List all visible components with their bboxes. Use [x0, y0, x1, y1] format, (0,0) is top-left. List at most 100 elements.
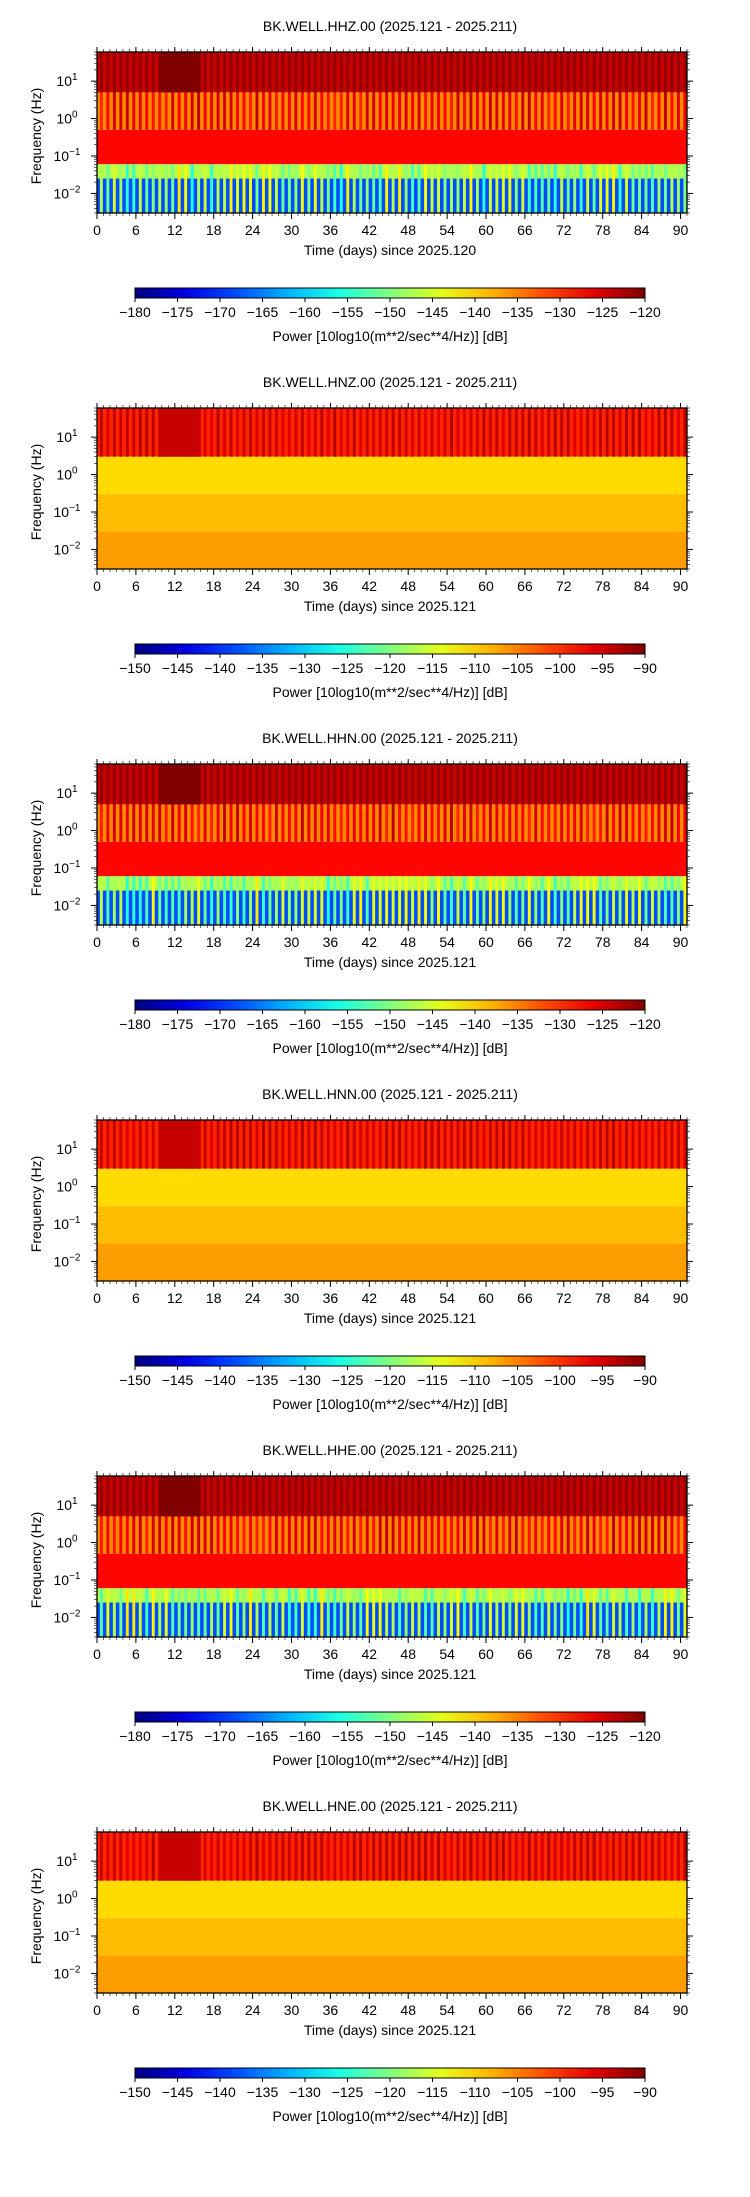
x-tick-label: 42 — [362, 2002, 378, 2018]
stripe — [255, 408, 259, 457]
stripe — [612, 164, 616, 213]
stripe — [534, 1516, 538, 1554]
stripe — [242, 1832, 246, 1881]
power-band — [97, 129, 687, 165]
stripe — [132, 92, 136, 130]
stripe — [488, 1588, 492, 1637]
stripe — [495, 804, 499, 842]
stripe — [281, 1588, 285, 1637]
stripe — [242, 1516, 246, 1554]
stripe — [242, 764, 246, 805]
stripe — [631, 764, 635, 805]
stripe — [99, 1476, 103, 1517]
stripe — [132, 1588, 136, 1637]
stripe — [287, 1832, 291, 1881]
stripe — [184, 1516, 188, 1554]
stripe — [644, 52, 648, 93]
y-tick-label: 101 — [56, 784, 78, 801]
stripe — [521, 1120, 525, 1169]
stripe — [508, 164, 512, 213]
spectrogram-chart: 0 6 12 18 24 30 36 42 48 54 60 66 72 78 84 90 101 100 10−1… — [54, 1471, 693, 1744]
stripe — [372, 1588, 376, 1637]
stripe — [145, 408, 149, 457]
stripe — [268, 1516, 272, 1554]
x-tick-label: 84 — [634, 934, 650, 950]
stripe — [216, 1516, 220, 1554]
stripe — [521, 804, 525, 842]
stripe — [404, 52, 408, 93]
stripe — [631, 1476, 635, 1517]
stripe — [99, 1832, 103, 1881]
stripe — [307, 92, 311, 130]
stripe — [132, 52, 136, 93]
stripe — [605, 1588, 609, 1637]
stripe — [411, 1516, 415, 1554]
colorbar-tick-label: −160 — [289, 1728, 321, 1744]
stripe — [262, 876, 265, 925]
x-tick-label: 66 — [517, 222, 533, 238]
stripe — [372, 804, 376, 842]
stripe — [398, 92, 402, 130]
stripe — [333, 1832, 337, 1881]
stripe — [281, 92, 285, 130]
x-tick-label: 30 — [284, 2002, 300, 2018]
stripe — [385, 1120, 389, 1169]
stripe — [125, 1516, 129, 1554]
stripe — [372, 876, 376, 925]
stripe — [326, 764, 330, 805]
colorbar-tick-label: −135 — [247, 660, 279, 676]
power-band — [97, 531, 687, 569]
stripe — [151, 1476, 155, 1517]
stripe — [417, 1120, 421, 1169]
stripe — [488, 764, 492, 805]
stripe — [618, 408, 622, 457]
stripe — [683, 52, 687, 93]
y-tick-label: 10−2 — [54, 1252, 81, 1269]
plot-frame — [96, 407, 688, 570]
quiet-period — [158, 408, 201, 457]
stripe — [553, 876, 557, 925]
stripe — [359, 1120, 363, 1169]
stripe — [112, 52, 116, 93]
x-tick-label: 60 — [478, 934, 494, 950]
stripe — [378, 876, 382, 925]
stripe — [683, 1120, 687, 1169]
x-tick-label: 54 — [439, 1290, 455, 1306]
stripe — [450, 1516, 453, 1554]
stripe — [586, 1588, 590, 1637]
chart-title: BK.WELL.HHZ.00 (2025.121 - 2025.211) — [262, 18, 518, 34]
stripe — [501, 1120, 505, 1169]
colorbar-tick-label: −120 — [629, 304, 661, 320]
stripe — [300, 1588, 304, 1637]
x-axis: 0 6 12 18 24 30 36 42 48 54 60 66 72 78 84 90 — [93, 759, 689, 950]
stripe — [229, 804, 233, 842]
stripe — [553, 1476, 557, 1517]
stripe — [294, 52, 298, 93]
colorbar-tick-label: −150 — [119, 2084, 151, 2100]
stripe — [644, 1516, 648, 1554]
stripe — [184, 1588, 188, 1637]
stripe — [527, 1476, 531, 1517]
spectrogram-panel-2: BK.WELL.HNZ.00 (2025.121 - 2025.211) 0 6 1… — [0, 356, 750, 712]
stripe — [255, 1476, 259, 1517]
x-tick-label: 78 — [595, 2002, 611, 2018]
stripe — [404, 1476, 408, 1517]
stripe — [592, 164, 596, 213]
stripe — [190, 1516, 194, 1554]
x-axis: 0 6 12 18 24 30 36 42 48 54 60 66 72 78 84 90 — [93, 1115, 689, 1306]
x-tick-label: 72 — [556, 222, 572, 238]
stripe — [216, 1832, 220, 1881]
colorbar-tick-label: −145 — [162, 660, 194, 676]
stripe — [242, 52, 246, 93]
stripe — [190, 876, 194, 925]
stripe — [683, 164, 687, 213]
stripe — [605, 764, 609, 805]
stripe — [268, 1832, 272, 1881]
plot-frame — [96, 1475, 688, 1638]
colorbar-gradient — [134, 643, 646, 655]
stripe — [391, 408, 395, 457]
stripe — [592, 1516, 596, 1554]
stripe — [676, 804, 680, 842]
stripe — [605, 876, 609, 925]
stripe — [398, 1120, 402, 1169]
